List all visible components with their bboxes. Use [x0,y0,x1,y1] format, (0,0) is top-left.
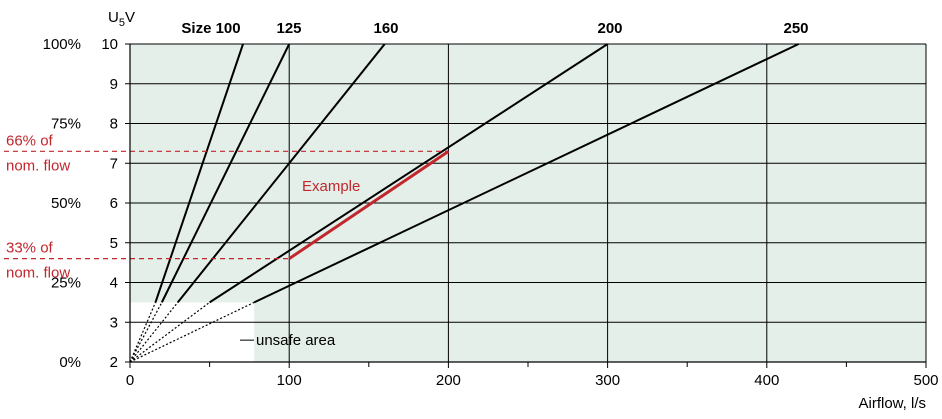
x-tick-label: 100 [277,372,302,389]
series-label: 125 [276,20,301,37]
axis-labels: 0 100 200 300 400 50023456789100%25%50%75%100… [43,9,939,412]
series-dotted-segment [129,301,210,363]
series-dotted-segment [129,301,179,363]
y-tick-label: 9 [110,76,118,93]
x-tick-label: 200 [436,372,461,389]
percent-tick-label: 50% [51,195,81,212]
percent-tick-label: 25% [51,275,81,292]
series-line [253,43,800,304]
y-tick-label: 2 [110,354,118,371]
series-line [154,43,244,303]
x-tick-label: 300 [595,372,620,389]
percent-tick-label: 0% [59,354,81,371]
series-label: 160 [373,20,398,37]
y-tick-label: 8 [110,116,118,133]
axes [125,43,927,368]
series-lines [129,43,800,363]
y-tick-label: 7 [110,155,118,172]
y-tick-label: 6 [110,195,118,212]
y-axis-title: U5V [108,9,135,29]
x-tick-label: 400 [754,372,779,389]
example-line [288,150,450,260]
y-tick-label: 10 [101,36,118,53]
series-line [176,43,386,304]
series-dotted-segment [129,301,255,363]
percent-tick-label: 100% [43,36,81,53]
series-dotted-segment [129,302,163,363]
example-annotation-line1: 33% of [6,240,54,257]
y-tick-label: 4 [110,275,118,292]
x-axis-title: Airflow, l/s [858,395,926,412]
example-label: Example [302,178,360,195]
y-tick-label: 3 [110,314,118,331]
percent-tick-label: 75% [51,116,81,133]
series-label: 200 [597,20,622,37]
series-line [209,43,609,304]
series-dotted-segment [129,302,157,363]
example-annotation-line1: 66% of [6,132,54,149]
unsafe-area-label: unsafe area [256,332,336,349]
x-tick-label: 500 [913,372,938,389]
example-annotation-line2: nom. flow [6,157,70,174]
x-tick-label: 0 [126,372,134,389]
y-tick-label: 5 [110,235,118,252]
example-annotation-line2: nom. flow [6,265,70,282]
series-label: Size 100 [181,20,240,37]
series-label: 250 [783,20,808,37]
series-line [160,43,291,303]
example-annotation: Example 66% of nom. flow 33% of nom. flow [4,132,450,282]
